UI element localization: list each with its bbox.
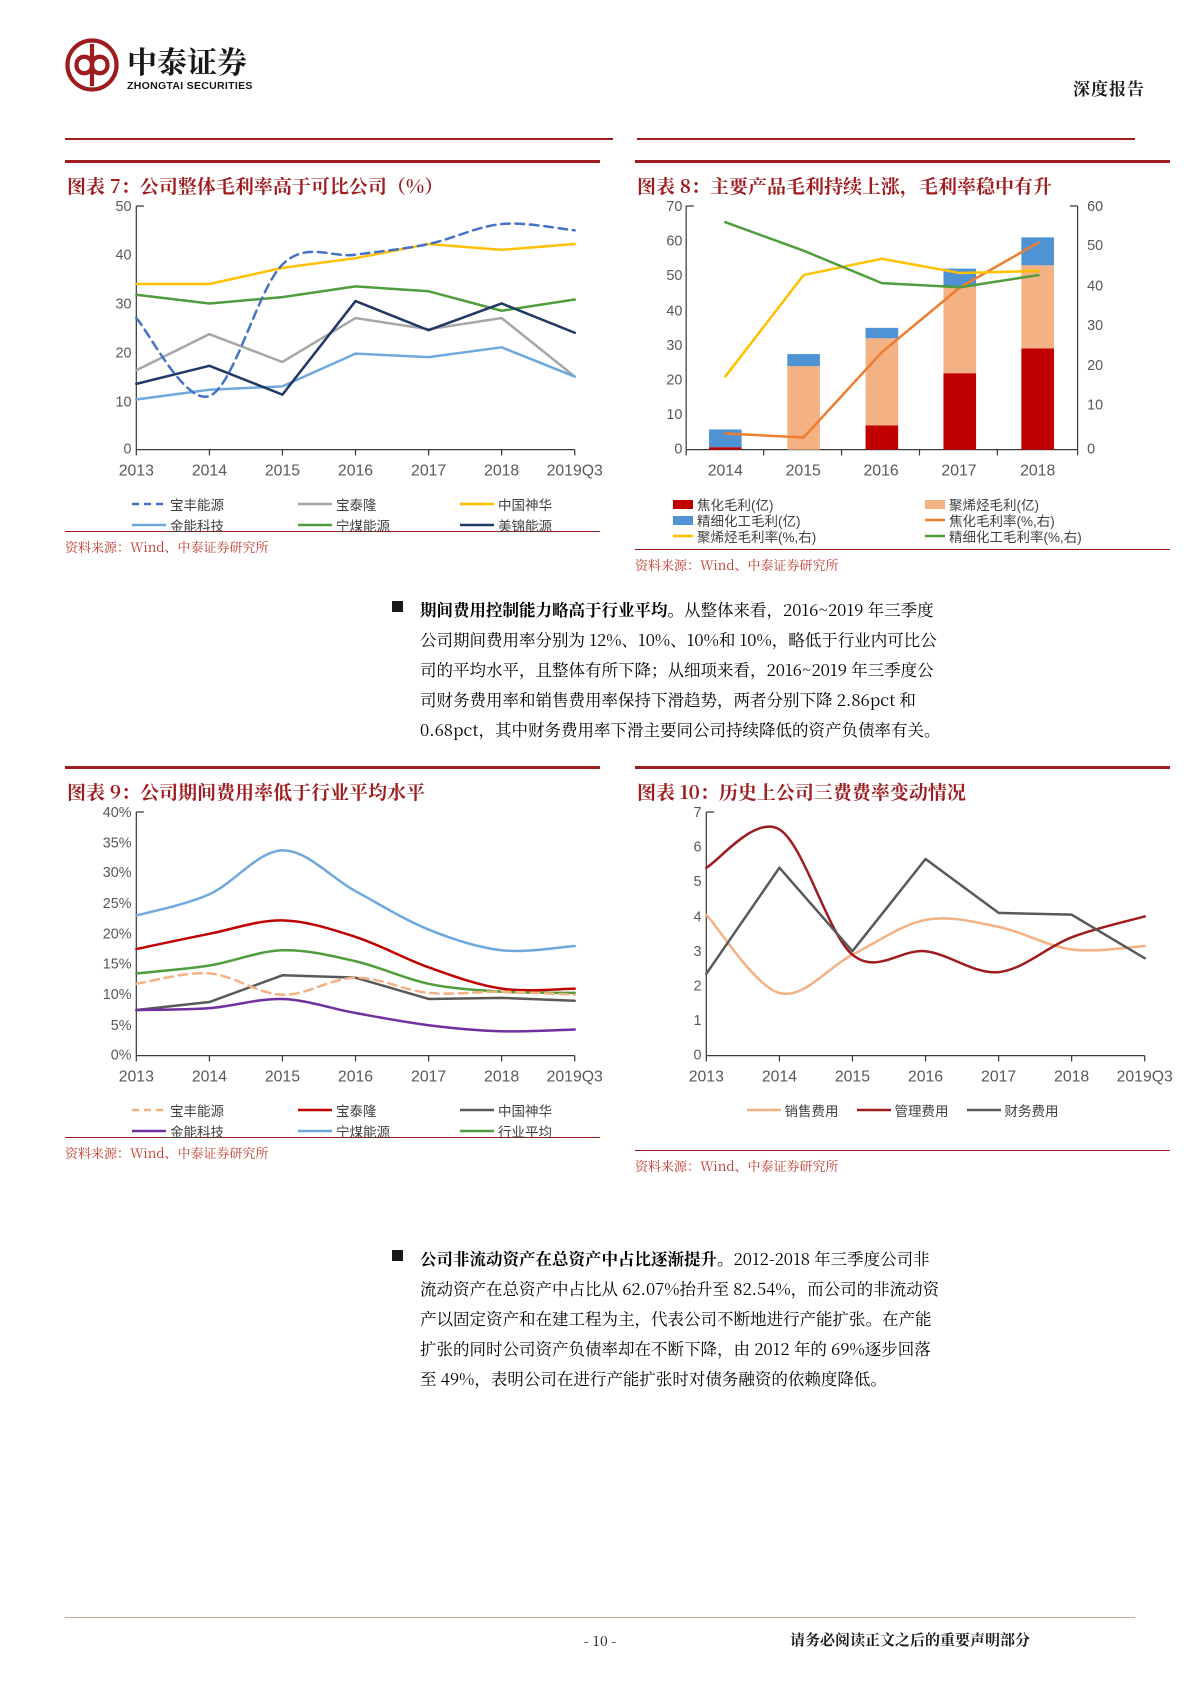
svg-text:30%: 30% xyxy=(103,865,132,881)
svg-text:2: 2 xyxy=(694,978,702,994)
svg-text:7: 7 xyxy=(694,805,702,821)
svg-text:1: 1 xyxy=(694,1013,702,1029)
svg-text:2016: 2016 xyxy=(908,1069,943,1086)
svg-text:2016: 2016 xyxy=(864,463,899,480)
svg-text:0: 0 xyxy=(124,442,132,458)
svg-text:2017: 2017 xyxy=(411,1069,446,1086)
svg-text:2018: 2018 xyxy=(1020,463,1055,480)
svg-text:2018: 2018 xyxy=(484,1069,519,1086)
svg-text:60: 60 xyxy=(666,233,682,249)
svg-text:20: 20 xyxy=(666,372,682,388)
svg-text:2017: 2017 xyxy=(941,463,976,480)
svg-text:20: 20 xyxy=(1087,358,1103,374)
svg-text:2013: 2013 xyxy=(119,1069,154,1086)
svg-text:30: 30 xyxy=(1087,318,1103,334)
svg-text:ZHONGTAI SECURITIES: ZHONGTAI SECURITIES xyxy=(127,80,253,92)
svg-text:2019Q3: 2019Q3 xyxy=(547,463,603,480)
svg-text:2014: 2014 xyxy=(192,1069,227,1086)
svg-text:3: 3 xyxy=(694,944,702,960)
svg-text:2016: 2016 xyxy=(338,1069,373,1086)
svg-text:2014: 2014 xyxy=(192,463,227,480)
svg-text:30: 30 xyxy=(666,338,682,354)
svg-text:2014: 2014 xyxy=(762,1069,797,1086)
svg-text:2017: 2017 xyxy=(411,463,446,480)
svg-text:5%: 5% xyxy=(111,1018,132,1034)
svg-text:50: 50 xyxy=(116,199,132,215)
svg-text:20%: 20% xyxy=(103,927,132,943)
svg-text:中泰证券: 中泰证券 xyxy=(127,38,247,82)
svg-text:10: 10 xyxy=(1087,397,1103,413)
svg-text:50: 50 xyxy=(1087,238,1103,254)
svg-text:0%: 0% xyxy=(111,1048,132,1064)
svg-text:6: 6 xyxy=(694,839,702,855)
svg-text:2015: 2015 xyxy=(786,463,821,480)
svg-text:2015: 2015 xyxy=(265,463,300,480)
svg-text:30: 30 xyxy=(116,297,132,313)
svg-text:2018: 2018 xyxy=(484,463,519,480)
svg-text:40%: 40% xyxy=(103,805,132,821)
svg-text:4: 4 xyxy=(694,909,702,925)
svg-text:2014: 2014 xyxy=(708,463,743,480)
svg-text:35%: 35% xyxy=(103,835,132,851)
svg-text:2019Q3: 2019Q3 xyxy=(547,1069,603,1086)
svg-text:70: 70 xyxy=(666,199,682,215)
svg-text:0: 0 xyxy=(674,442,682,458)
svg-text:15%: 15% xyxy=(103,956,132,972)
svg-text:2013: 2013 xyxy=(689,1069,724,1086)
svg-text:2015: 2015 xyxy=(265,1069,300,1086)
svg-text:2019Q3: 2019Q3 xyxy=(1117,1069,1173,1086)
svg-text:25%: 25% xyxy=(103,896,132,912)
svg-text:2015: 2015 xyxy=(835,1069,870,1086)
svg-text:2017: 2017 xyxy=(981,1069,1016,1086)
svg-text:10%: 10% xyxy=(103,987,132,1003)
svg-text:2016: 2016 xyxy=(338,463,373,480)
svg-text:40: 40 xyxy=(116,248,132,264)
svg-text:0: 0 xyxy=(1087,442,1095,458)
svg-text:50: 50 xyxy=(666,268,682,284)
svg-text:2013: 2013 xyxy=(119,463,154,480)
svg-text:10: 10 xyxy=(116,394,132,410)
svg-text:40: 40 xyxy=(1087,278,1103,294)
svg-text:40: 40 xyxy=(666,303,682,319)
svg-text:5: 5 xyxy=(694,874,702,890)
svg-text:60: 60 xyxy=(1087,199,1103,215)
svg-text:0: 0 xyxy=(694,1048,702,1064)
svg-text:2018: 2018 xyxy=(1054,1069,1089,1086)
svg-text:20: 20 xyxy=(116,346,132,362)
svg-text:10: 10 xyxy=(666,407,682,423)
